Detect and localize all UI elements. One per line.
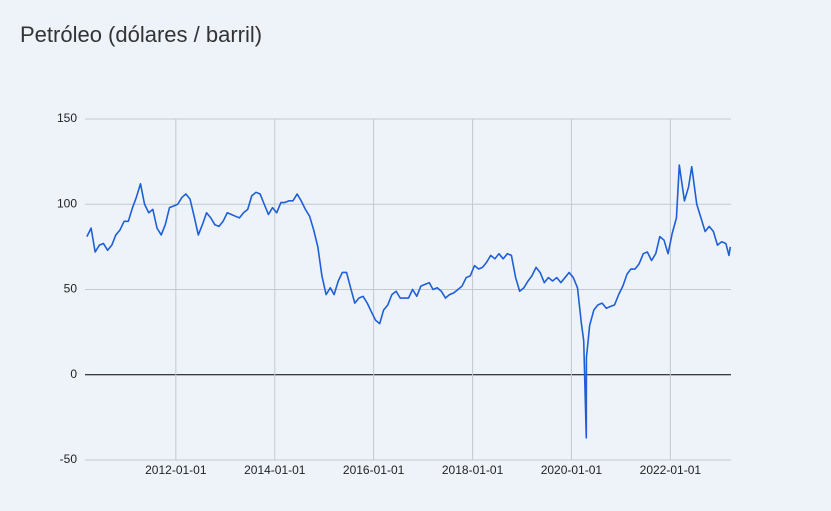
y-tick-label: -50: [60, 452, 78, 466]
y-tick-label: 150: [57, 111, 77, 125]
y-tick-label: 0: [70, 367, 77, 381]
x-tick-label: 2020-01-01: [541, 463, 603, 477]
x-tick-label: 2018-01-01: [442, 463, 504, 477]
x-tick-label: 2016-01-01: [343, 463, 405, 477]
x-tick-label: 2022-01-01: [640, 463, 702, 477]
x-tick-label: 2014-01-01: [244, 463, 306, 477]
chart-title: Petróleo (dólares / barril): [20, 22, 262, 47]
x-tick-label: 2012-01-01: [145, 463, 207, 477]
series-line: [86, 164, 732, 439]
y-tick-label: 100: [57, 196, 77, 210]
y-tick-label: 50: [64, 282, 78, 296]
